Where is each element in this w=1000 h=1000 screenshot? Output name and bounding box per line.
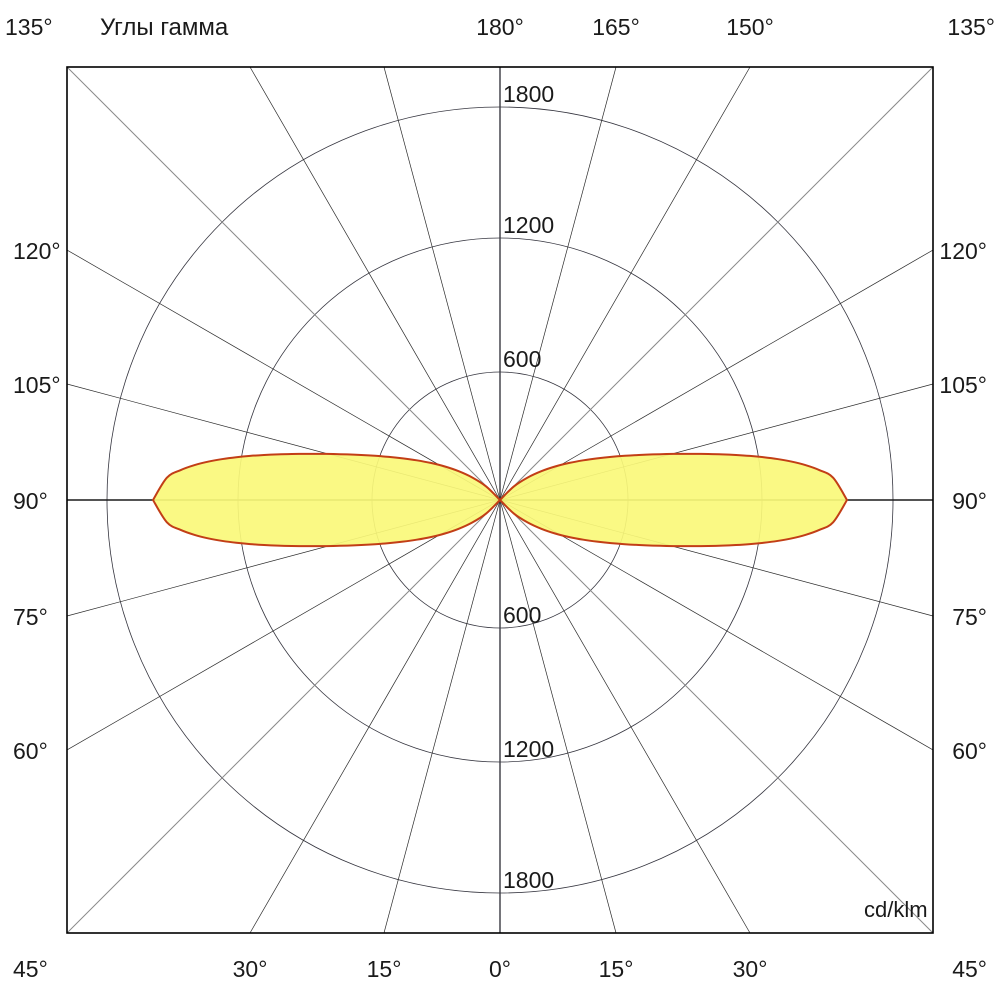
svg-text:600: 600 bbox=[503, 346, 541, 372]
svg-text:1800: 1800 bbox=[503, 867, 554, 893]
svg-text:45°: 45° bbox=[952, 956, 987, 982]
svg-text:1800: 1800 bbox=[503, 81, 554, 107]
svg-text:135°: 135° bbox=[5, 14, 53, 40]
svg-text:150°: 150° bbox=[726, 14, 774, 40]
svg-text:60°: 60° bbox=[952, 738, 987, 764]
svg-text:75°: 75° bbox=[952, 604, 987, 630]
svg-text:90°: 90° bbox=[13, 488, 48, 514]
svg-text:180°: 180° bbox=[476, 14, 524, 40]
svg-text:30°: 30° bbox=[733, 956, 768, 982]
svg-text:105°: 105° bbox=[939, 372, 987, 398]
svg-text:45°: 45° bbox=[13, 956, 48, 982]
svg-text:120°: 120° bbox=[13, 238, 61, 264]
svg-text:90°: 90° bbox=[952, 488, 987, 514]
svg-text:1200: 1200 bbox=[503, 212, 554, 238]
svg-text:30°: 30° bbox=[233, 956, 268, 982]
svg-text:15°: 15° bbox=[599, 956, 634, 982]
svg-text:600: 600 bbox=[503, 602, 541, 628]
svg-text:165°: 165° bbox=[592, 14, 640, 40]
svg-text:1200: 1200 bbox=[503, 736, 554, 762]
svg-text:105°: 105° bbox=[13, 372, 61, 398]
svg-text:15°: 15° bbox=[367, 956, 402, 982]
svg-text:75°: 75° bbox=[13, 604, 48, 630]
svg-text:cd/klm: cd/klm bbox=[864, 897, 928, 922]
svg-text:135°: 135° bbox=[947, 14, 995, 40]
svg-text:120°: 120° bbox=[939, 238, 987, 264]
svg-text:60°: 60° bbox=[13, 738, 48, 764]
svg-text:0°: 0° bbox=[489, 956, 511, 982]
svg-text:Углы гамма: Углы гамма bbox=[100, 14, 229, 41]
